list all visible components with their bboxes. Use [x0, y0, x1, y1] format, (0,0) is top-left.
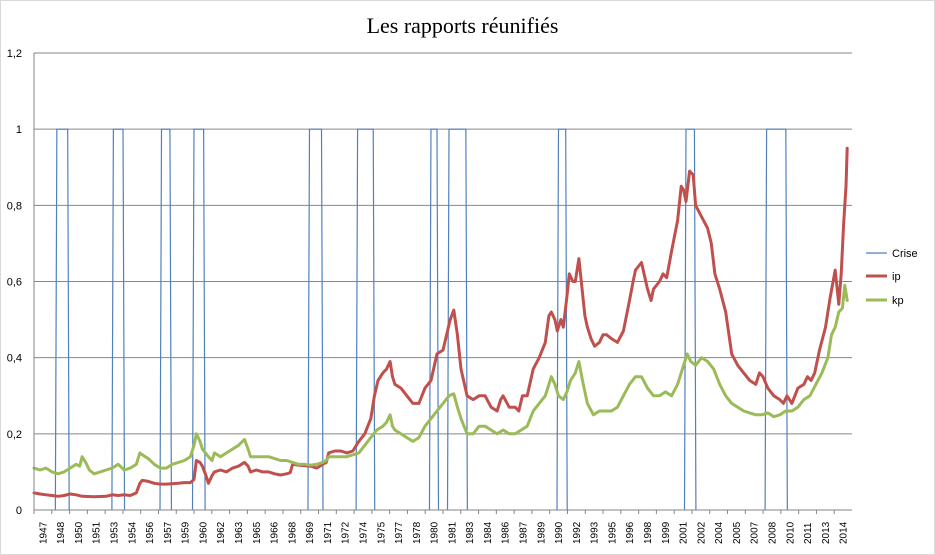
x-tick-label: 1960: [198, 521, 209, 544]
x-tick-label: 1954: [127, 521, 138, 544]
recession-band: [683, 128, 697, 511]
x-tick-label: 2004: [714, 521, 725, 544]
x-tick-label: 1990: [554, 521, 565, 544]
x-tick-label: 1978: [412, 521, 423, 544]
series-layer: [32, 146, 849, 499]
series-line-kp: [32, 283, 849, 476]
x-tick-label: 2014: [839, 521, 850, 544]
x-tick-label: 1989: [536, 521, 547, 544]
y-tick-label: 0,2: [7, 429, 22, 441]
x-tick-label: 1986: [501, 521, 512, 544]
x-tick-label: 1953: [110, 521, 121, 544]
x-tick-label: 1999: [661, 521, 672, 544]
legend-label-kp: kp: [892, 295, 904, 307]
recession-band: [54, 128, 70, 511]
x-tick-label: 1957: [163, 521, 174, 544]
x-tick-label: 1968: [287, 521, 298, 544]
x-tick-label: 1951: [92, 521, 103, 544]
legend-label-ip: ip: [892, 271, 901, 283]
y-tick-label: 1,2: [7, 48, 22, 60]
recession-band: [191, 128, 206, 511]
recession-band: [428, 128, 440, 511]
y-tick-label: 0,8: [7, 200, 22, 212]
x-tick-label: 1987: [519, 521, 530, 544]
x-tick-label: 1995: [607, 521, 618, 544]
y-tick-label: 1: [16, 124, 22, 136]
x-tick-label: 1956: [145, 521, 156, 544]
x-tick-label: 1966: [270, 521, 281, 544]
y-tick-label: 0,4: [7, 353, 22, 365]
x-tick-label: 1996: [625, 521, 636, 544]
x-tick-label: 1965: [252, 521, 263, 544]
x-tick-label: 1959: [181, 521, 192, 544]
x-tick-label: 1971: [323, 521, 334, 544]
x-tick-label: 1984: [483, 521, 494, 544]
y-tick-label: 0,6: [7, 277, 22, 289]
x-tick-label: 1969: [305, 521, 316, 544]
axis-layer: 0 0,2 0,4 0,6 0,8 1 1,2 1947 1948 1950 1951 1953 195…: [7, 48, 852, 544]
x-tick-label: 2007: [750, 521, 761, 544]
x-tick-label: 1992: [572, 521, 583, 544]
x-tick-label: 2010: [785, 521, 796, 544]
recession-band: [446, 128, 468, 511]
series-line-ip: [32, 146, 849, 499]
legend-label-Crise: Crise: [892, 248, 918, 260]
x-tick-label: 1974: [358, 521, 369, 544]
x-tick-label: 2013: [821, 521, 832, 544]
x-tick-label: 1963: [234, 521, 245, 544]
grid-layer: [34, 52, 852, 435]
x-tick-label: 1972: [341, 521, 352, 544]
x-tick-label: 1981: [447, 521, 458, 544]
x-tick-label: 2002: [696, 521, 707, 544]
recession-layer: [54, 128, 788, 511]
recession-band: [307, 128, 324, 511]
x-tick-label: 2008: [767, 521, 778, 544]
recession-band: [355, 128, 376, 511]
chart-title: Les rapports réunifiés: [366, 13, 559, 38]
x-tick-label: 1948: [56, 521, 67, 544]
x-tick-label: 1980: [430, 521, 441, 544]
recession-band: [111, 128, 126, 511]
x-tick-label: 1962: [216, 521, 227, 544]
x-tick-label: 2005: [732, 521, 743, 544]
recession-band: [556, 128, 568, 511]
x-tick-label: 1983: [465, 521, 476, 544]
x-tick-label: 1947: [38, 521, 49, 544]
x-tick-label: 1975: [376, 521, 387, 544]
x-tick-label: 2001: [679, 521, 690, 544]
recession-band: [764, 128, 788, 511]
x-tick-label: 2011: [803, 522, 814, 544]
x-tick-label: 1993: [590, 521, 601, 544]
y-tick-label: 0: [16, 505, 22, 517]
recession-band: [159, 128, 173, 511]
x-tick-label: 1950: [74, 521, 85, 544]
x-tick-label: 1977: [394, 521, 405, 544]
x-tick-label: 1998: [643, 521, 654, 544]
legend-layer: Crise ip kp: [866, 248, 918, 307]
